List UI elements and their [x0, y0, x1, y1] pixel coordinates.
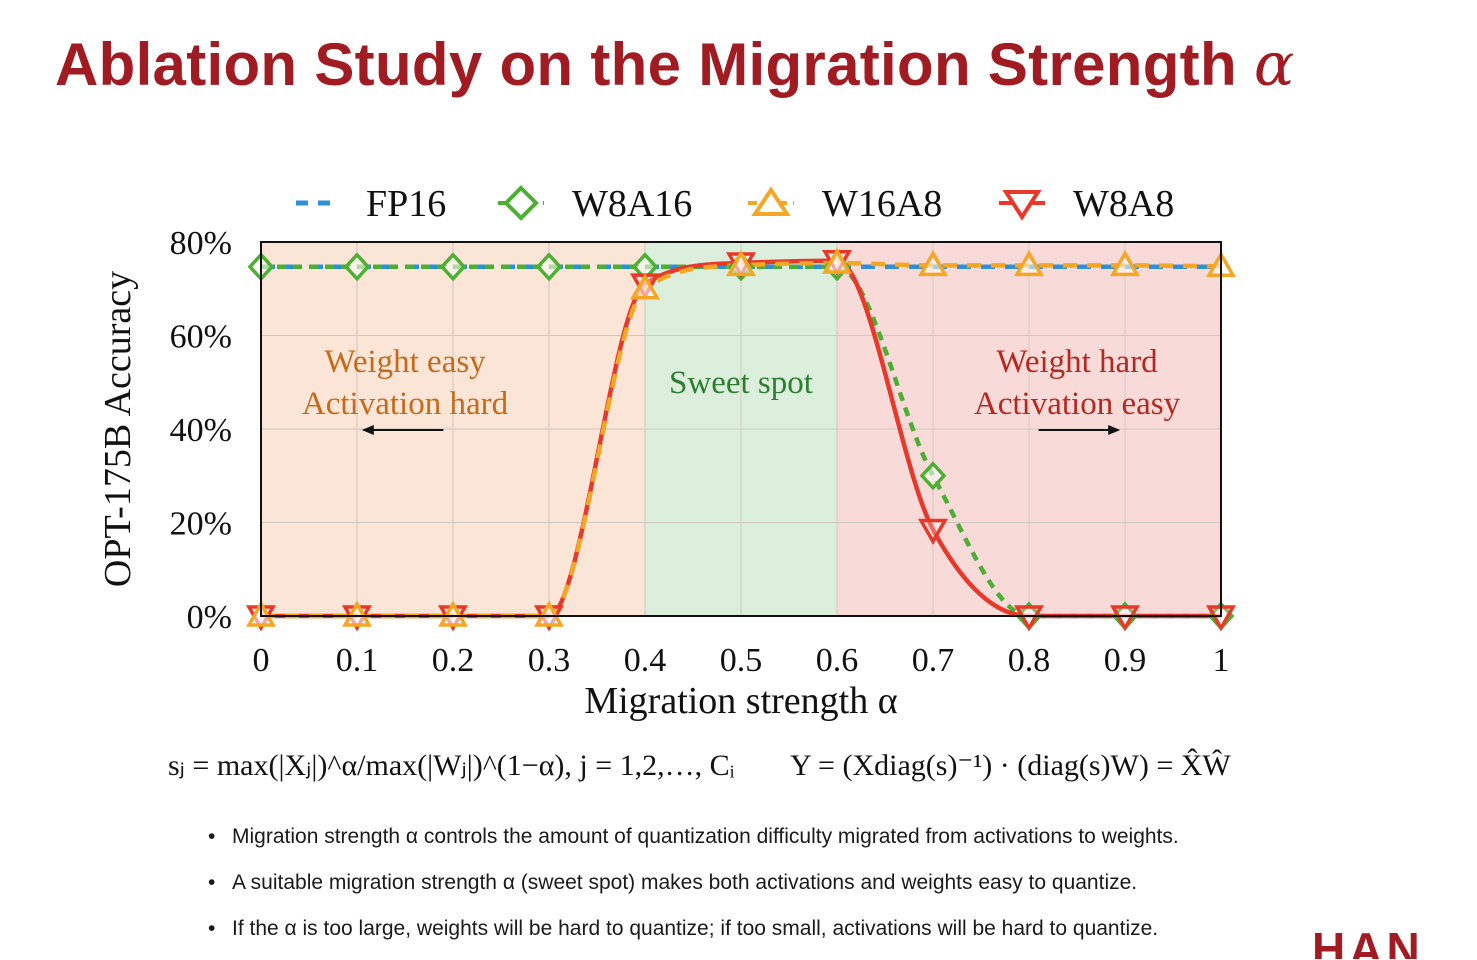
x-axis-title: Migration strength α [584, 680, 897, 722]
x-tick-label: 0.1 [336, 642, 379, 679]
x-tick-label: 0.9 [1104, 642, 1147, 679]
legend: FP16 W8A16 W16A8 W8A8 [296, 183, 1174, 225]
bullet-item: Migration strength α controls the amount… [208, 822, 1179, 868]
x-tick-label: 0.6 [816, 642, 859, 679]
y-tick-label: 60% [170, 319, 232, 356]
x-tick-label: 0.2 [432, 642, 475, 679]
data-point-w16a8 [533, 600, 565, 627]
data-point-w8a16 [535, 252, 563, 282]
region-label-layer: Weight easy Activation hard Sweet spot Weig… [302, 344, 1181, 435]
region-label: Activation easy [974, 386, 1181, 422]
data-point-w8a16 [919, 461, 947, 491]
data-point-w8a8 [1013, 605, 1045, 632]
data-point-w8a16 [343, 252, 371, 282]
data-point-w8a16 [439, 252, 467, 282]
series-layer [245, 247, 1237, 632]
data-point-w16a8 [917, 249, 949, 277]
data-point-w8a8 [1109, 605, 1141, 632]
legend-label: W16A8 [822, 183, 942, 225]
migration-strength-chart: Weight easy Activation hard Sweet spot Weig… [97, 183, 1237, 722]
legend-label: FP16 [366, 183, 446, 225]
scale-formula: sⱼ = max(|Xⱼ|)^α/max(|Wⱼ|)^(1−α), j = 1,… [168, 749, 735, 782]
x-tick-label: 0.3 [528, 642, 571, 679]
y-tick-label: 80% [170, 225, 232, 262]
left-arrow-head [361, 425, 374, 435]
data-point-w16a8 [437, 600, 469, 627]
slide-title-text: Ablation Study on the Migration Strength [55, 31, 1237, 98]
x-tick-label: 0.7 [912, 642, 955, 679]
right-arrow-head [1108, 425, 1121, 435]
bullet-item: If the α is too large, weights will be h… [208, 914, 1179, 960]
plot-frame [260, 241, 1222, 617]
data-point-w16a8 [1013, 249, 1045, 277]
slide-title-symbol: α [1253, 30, 1295, 100]
region-label: Sweet spot [669, 365, 813, 401]
axis-layer: 0 0.1 0.2 0.3 0.4 0.5 0.6 0.7 0.8 0.9 1 0% 20% 40% 60%… [97, 225, 1230, 722]
region-label: Weight easy [324, 344, 486, 380]
data-point-w16a8 [1109, 249, 1141, 277]
data-point-w8a8 [917, 518, 949, 546]
legend-label: W8A8 [1073, 183, 1174, 225]
legend-swatch-w8a8 [1002, 190, 1042, 221]
y-axis-title: OPT-175B Accuracy [97, 271, 139, 587]
data-point-w16a8 [725, 249, 757, 277]
y-tick-label: 0% [187, 599, 232, 636]
transform-formula: Y = (Xdiag(s)⁻¹) · (diag(s)W) = X̂Ŵ [790, 749, 1231, 782]
data-point-w16a8 [821, 247, 853, 274]
lab-logo: HAN [1312, 923, 1424, 959]
legend-swatch-w16a8 [751, 186, 791, 216]
legend-swatch-w8a16 [503, 185, 539, 221]
slide-title: Ablation Study on the Migration Strength… [55, 30, 1455, 100]
region-label: Activation hard [302, 386, 509, 422]
x-tick-label: 0.8 [1008, 642, 1051, 679]
bullet-item: A suitable migration strength α (sweet s… [208, 868, 1179, 914]
data-point-w16a8 [341, 600, 373, 627]
bullet-list: Migration strength α controls the amount… [208, 822, 1179, 960]
x-tick-label: 0.5 [720, 642, 763, 679]
region-label: Weight hard [996, 344, 1158, 380]
x-tick-label: 0 [253, 642, 270, 679]
data-point-w16a8 [629, 273, 661, 300]
x-tick-label: 0.4 [624, 642, 667, 679]
y-tick-label: 40% [170, 412, 232, 449]
x-tick-label: 1 [1213, 642, 1230, 679]
legend-label: W8A16 [572, 183, 692, 225]
y-tick-label: 20% [170, 506, 232, 543]
